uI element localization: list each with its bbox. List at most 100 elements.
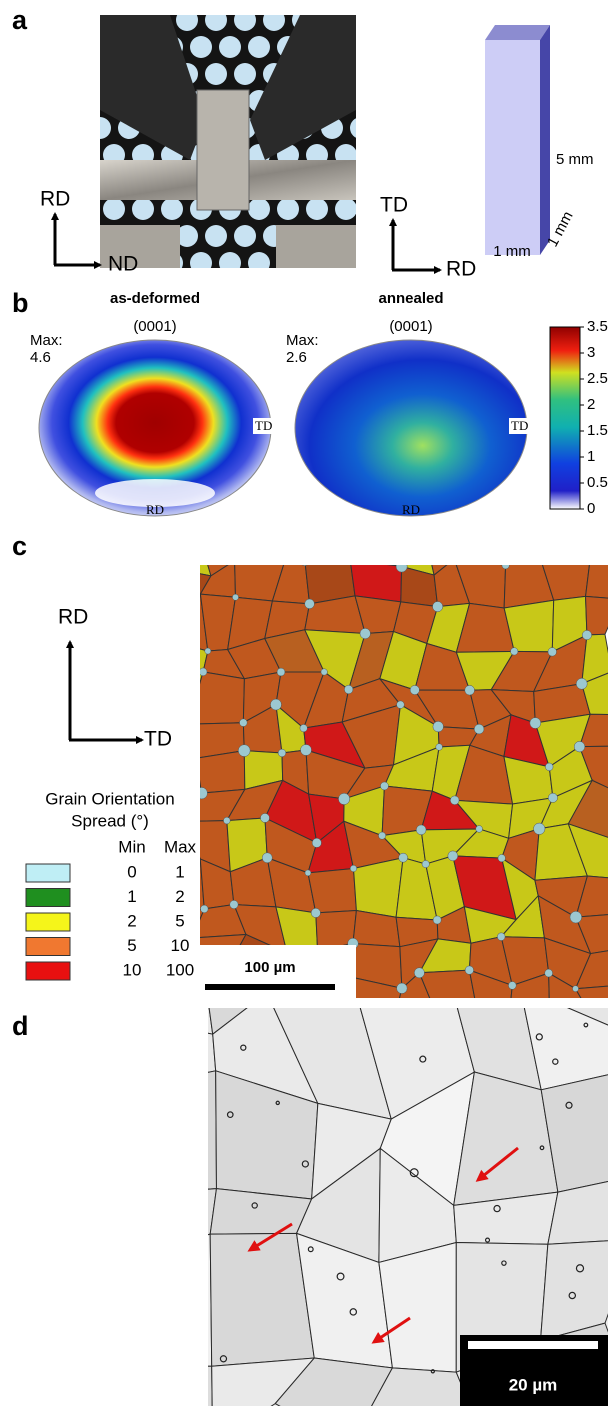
- legend-swatch: [26, 962, 70, 980]
- legend-swatch: [26, 938, 70, 956]
- scale-bar-label: 100 µm: [244, 959, 295, 976]
- axis-label: RD: [58, 606, 88, 629]
- small-grain: [433, 721, 444, 732]
- small-grain: [223, 817, 230, 824]
- small-grain: [399, 853, 408, 862]
- small-grain: [502, 562, 509, 569]
- grain: [164, 973, 205, 1029]
- grain: [419, 970, 476, 1014]
- small-grain: [465, 966, 473, 974]
- grain: [95, 1364, 213, 1406]
- small-grain: [576, 678, 587, 689]
- small-grain: [353, 527, 360, 534]
- small-grain: [311, 908, 320, 917]
- hole: [219, 36, 241, 58]
- small-grain: [416, 825, 426, 835]
- small-grain: [476, 826, 483, 833]
- plane-label: (0001): [389, 318, 432, 335]
- colorbar-tick-label: 3: [587, 344, 595, 361]
- panel-label: c: [12, 531, 27, 561]
- grain: [540, 527, 591, 556]
- rd-label: RD: [146, 502, 164, 517]
- hole: [234, 63, 256, 85]
- hole: [364, 90, 386, 112]
- small-grain: [378, 832, 385, 839]
- legend-max: 10: [171, 936, 190, 955]
- small-grain: [312, 838, 321, 847]
- pole-figures: as-deformed(0001)Max:4.6TDRDannealed(000…: [30, 290, 533, 517]
- hole: [335, 198, 357, 220]
- small-grain: [239, 522, 250, 533]
- small-grain: [270, 699, 281, 710]
- sample-top: [485, 25, 550, 40]
- axis-label: ND: [108, 253, 138, 276]
- colorbar-tick-label: 3.5: [587, 318, 608, 335]
- small-grain: [317, 525, 324, 532]
- hole: [277, 198, 299, 220]
- legend-swatch: [26, 913, 70, 931]
- hole: [161, 198, 183, 220]
- small-grain: [305, 599, 315, 609]
- hole: [205, 225, 227, 247]
- sample-front: [485, 40, 540, 255]
- small-grain: [545, 763, 553, 771]
- small-grain: [196, 787, 208, 799]
- grain: [151, 666, 203, 724]
- small-grain: [474, 724, 484, 734]
- hole: [364, 36, 386, 58]
- scale-bar: [205, 984, 335, 990]
- small-grain: [238, 745, 250, 757]
- small-grain: [260, 813, 269, 822]
- small-grain: [548, 530, 559, 541]
- grain: [271, 528, 320, 560]
- hole: [248, 36, 270, 58]
- small-grain: [534, 823, 545, 834]
- small-grain: [433, 916, 441, 924]
- small-grain: [199, 668, 207, 676]
- grain: [188, 672, 244, 724]
- legend-min: 5: [127, 936, 136, 955]
- grain: [102, 1019, 215, 1094]
- grain: [166, 757, 201, 794]
- legend-max: 2: [175, 887, 184, 906]
- grain: [149, 519, 211, 576]
- max-value: 2.6: [286, 349, 307, 366]
- small-grain: [433, 601, 443, 611]
- small-grain: [300, 724, 307, 731]
- small-grain: [585, 548, 596, 559]
- page: {"panel_a": {"label": "a", "axes_left": …: [0, 0, 608, 1406]
- small-grain: [277, 668, 285, 676]
- legend-title: Spread (°): [71, 811, 149, 830]
- small-grain: [511, 648, 518, 655]
- pole-figure: [295, 340, 527, 516]
- hole: [89, 117, 111, 139]
- small-grain: [465, 685, 475, 695]
- small-grain: [183, 719, 193, 729]
- hole: [132, 198, 154, 220]
- grain: [350, 560, 402, 602]
- grain: [117, 1189, 216, 1255]
- legend-max: 5: [175, 911, 184, 930]
- small-grain: [300, 744, 311, 755]
- small-grain: [268, 530, 276, 538]
- small-grain: [190, 515, 199, 524]
- colorbar: [550, 327, 580, 509]
- small-grain: [262, 853, 272, 863]
- small-grain: [548, 648, 557, 657]
- axis-label: TD: [144, 728, 172, 751]
- small-grain: [344, 685, 353, 694]
- legend: Grain OrientationSpread (°)MinMax0112255…: [26, 789, 197, 980]
- max-label: Max:: [286, 332, 319, 349]
- grain: [157, 594, 207, 651]
- hole: [364, 144, 386, 166]
- small-grain: [535, 552, 546, 563]
- small-grain: [410, 685, 419, 694]
- grain: [570, 527, 608, 561]
- grain: [196, 751, 245, 794]
- grain: [506, 526, 554, 565]
- scale-bar: [468, 1341, 598, 1349]
- hole: [248, 252, 270, 274]
- dimension-label: 1 mm: [493, 243, 531, 260]
- grain: [379, 1242, 456, 1372]
- small-grain: [144, 533, 154, 543]
